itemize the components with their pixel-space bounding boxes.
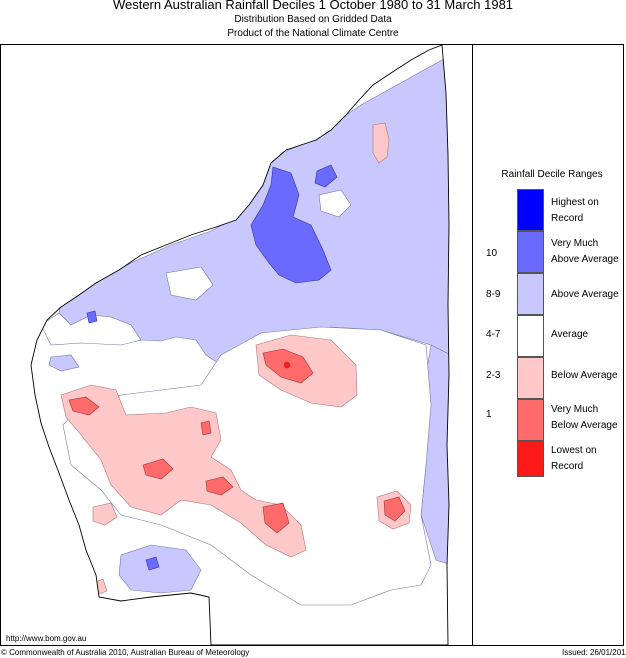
legend-label-very-much-above: Very Much Above Average [551, 238, 619, 265]
legend-range-2-3: 2-3 [486, 370, 501, 381]
lowest-on-record-spot [283, 361, 291, 369]
very-much-below-average-region-1 [68, 396, 100, 416]
legend-label-highest: Highest on Record [551, 197, 599, 224]
above-average-region-southwest [118, 544, 202, 594]
very-much-below-average-region-2 [142, 458, 174, 480]
very-much-above-average-patch-2 [86, 310, 98, 324]
footer-issued-date: Issued: 26/01/2010 [562, 648, 626, 657]
legend-divider [472, 44, 473, 646]
legend-swatch-average [517, 315, 544, 357]
legend-swatch-lowest [517, 441, 544, 477]
legend-title: Rainfall Decile Ranges [501, 169, 603, 180]
below-average-region-south [60, 384, 307, 558]
legend-label-average: Average [551, 329, 589, 340]
footer-url[interactable]: http://www.bom.gov.au [6, 634, 87, 643]
very-much-above-average-region [250, 166, 332, 284]
below-average-region-north-coast [372, 122, 390, 164]
average-hole-sw-tip [40, 312, 142, 346]
very-much-below-average-region-6 [200, 420, 212, 436]
legend-swatch-below [517, 357, 544, 399]
legend-range-4-7: 4-7 [486, 329, 501, 340]
legend-swatch-highest [517, 189, 544, 231]
legend-label-above: Above Average [551, 289, 619, 300]
map-frame [0, 44, 624, 646]
footer-copyright: © Commonwealth of Australia 2010, Austra… [1, 648, 250, 657]
legend-swatch-very-much-above [517, 231, 544, 273]
very-much-above-average-patch-3 [145, 556, 160, 571]
below-average-patch-sw [92, 502, 118, 526]
legend-label-very-much-below: Very Much Below Average [551, 404, 618, 431]
map-title: Western Australian Rainfall Deciles 1 Oc… [112, 0, 514, 12]
legend-label-lowest: Lowest on Record [551, 445, 597, 472]
very-much-above-average-patch-1 [314, 164, 338, 188]
legend-swatch-very-much-below [517, 399, 544, 441]
legend-range-1: 1 [486, 409, 492, 420]
legend-swatch-above [517, 273, 544, 315]
very-much-below-average-region-5 [383, 496, 406, 522]
very-much-below-average-region-3 [205, 476, 234, 496]
map-product-note: Product of the National Climate Centre [227, 28, 399, 39]
legend-range-8-9: 8-9 [486, 289, 501, 300]
above-average-patch-west [48, 354, 80, 372]
legend-range-10: 10 [486, 248, 498, 259]
average-hole-north-2 [165, 266, 214, 301]
rainfall-map [30, 45, 450, 645]
legend-label-below: Below Average [551, 370, 618, 381]
average-hole-north-1 [318, 189, 352, 218]
map-subtitle: Distribution Based on Gridded Data [234, 14, 392, 25]
very-much-below-average-region-4 [262, 502, 290, 534]
